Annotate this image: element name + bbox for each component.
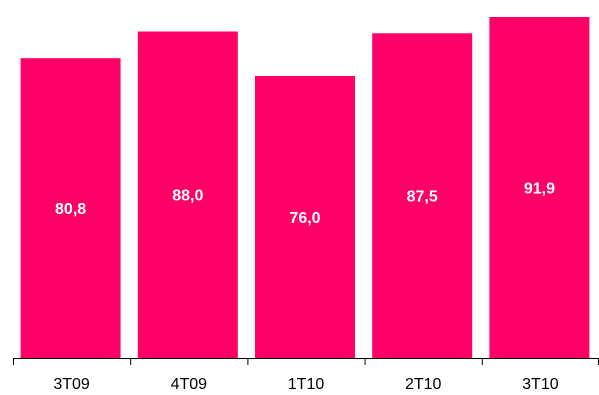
- bar-3T09: [20, 58, 121, 358]
- x-axis: [13, 358, 599, 365]
- bar-value-label: 88,0: [172, 188, 203, 205]
- x-tick-label: 3T10: [522, 376, 559, 393]
- bar-value-label: 91,9: [524, 181, 555, 198]
- bars-group: [20, 17, 590, 359]
- bar-2T10: [372, 33, 473, 359]
- bar-value-label: 76,0: [289, 210, 320, 227]
- x-axis-ticks: 3T09 4T09 1T10 2T10 3T10: [53, 376, 558, 393]
- bar-1T10: [255, 76, 355, 358]
- bar-4T09: [137, 31, 238, 358]
- x-tick-label: 4T09: [171, 376, 208, 393]
- bar-value-label: 80,8: [55, 201, 86, 218]
- x-tick-label: 2T10: [405, 376, 442, 393]
- bar-3T10: [489, 17, 590, 358]
- x-tick-label: 3T09: [53, 376, 90, 393]
- x-tick-label: 1T10: [288, 376, 325, 393]
- bar-value-label: 87,5: [407, 189, 438, 206]
- bar-labels-group: 80,8 88,0 76,0 87,5 91,9: [55, 181, 555, 228]
